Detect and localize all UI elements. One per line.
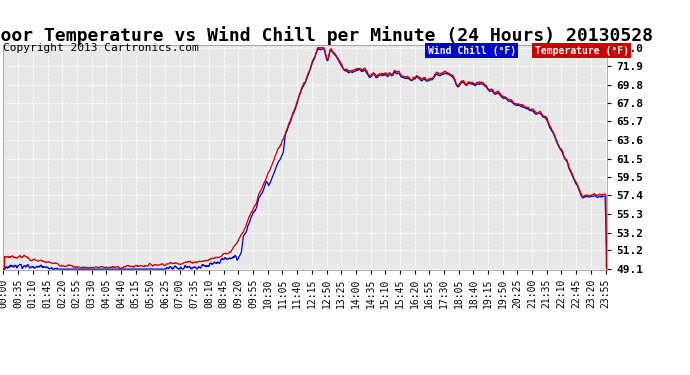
Text: Temperature (°F): Temperature (°F) <box>535 46 629 56</box>
Title: Outdoor Temperature vs Wind Chill per Minute (24 Hours) 20130528: Outdoor Temperature vs Wind Chill per Mi… <box>0 26 653 45</box>
Text: Wind Chill (°F): Wind Chill (°F) <box>428 46 516 56</box>
Text: Copyright 2013 Cartronics.com: Copyright 2013 Cartronics.com <box>3 43 199 52</box>
